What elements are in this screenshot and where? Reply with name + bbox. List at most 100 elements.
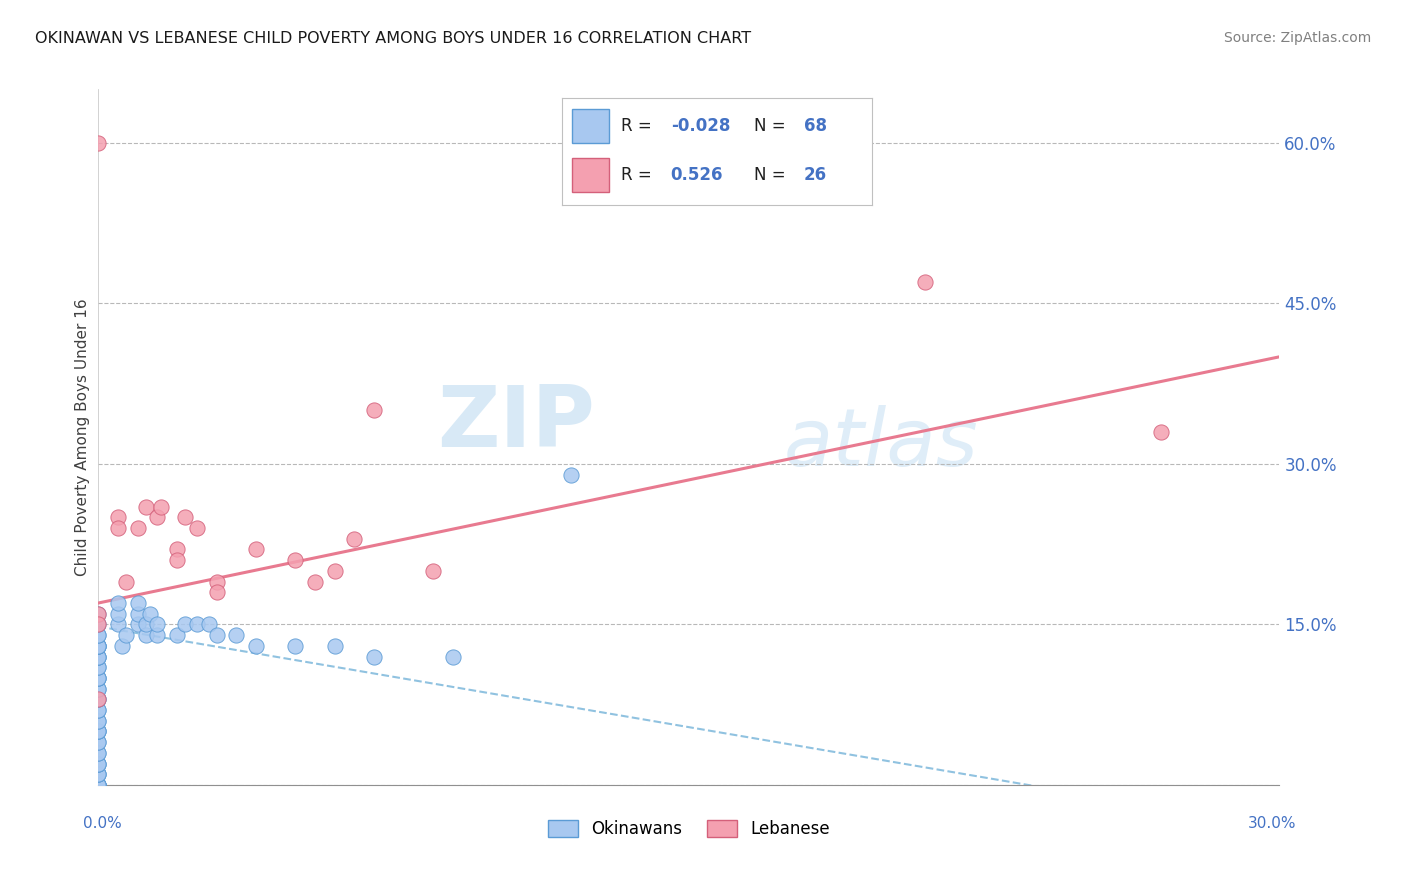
- Point: [363, 403, 385, 417]
- Point: [115, 628, 138, 642]
- Point: [135, 500, 157, 514]
- Text: OKINAWAN VS LEBANESE CHILD POVERTY AMONG BOYS UNDER 16 CORRELATION CHART: OKINAWAN VS LEBANESE CHILD POVERTY AMONG…: [35, 31, 751, 46]
- Point: [111, 639, 134, 653]
- Text: N =: N =: [754, 166, 792, 184]
- Point: [150, 500, 173, 514]
- Point: [87, 735, 110, 749]
- Text: R =: R =: [621, 166, 657, 184]
- Point: [135, 617, 157, 632]
- Point: [166, 542, 188, 557]
- Point: [284, 553, 307, 567]
- Point: [87, 767, 110, 781]
- Point: [87, 649, 110, 664]
- Point: [107, 617, 129, 632]
- Point: [87, 628, 110, 642]
- Point: [166, 628, 188, 642]
- Point: [127, 607, 149, 621]
- Point: [186, 521, 208, 535]
- Point: [87, 714, 110, 728]
- Point: [343, 532, 366, 546]
- Point: [87, 746, 110, 760]
- Point: [174, 510, 197, 524]
- Point: [323, 564, 346, 578]
- Point: [87, 649, 110, 664]
- Point: [87, 767, 110, 781]
- Point: [87, 735, 110, 749]
- Point: [87, 671, 110, 685]
- Point: [87, 692, 110, 706]
- Point: [205, 628, 228, 642]
- Point: [87, 681, 110, 696]
- Point: [197, 617, 219, 632]
- Point: [87, 724, 110, 739]
- Point: [115, 574, 138, 589]
- Text: atlas: atlas: [783, 405, 979, 483]
- Point: [186, 617, 208, 632]
- Point: [87, 639, 110, 653]
- Point: [87, 649, 110, 664]
- Point: [284, 639, 307, 653]
- Point: [87, 671, 110, 685]
- Point: [87, 136, 110, 150]
- Point: [323, 639, 346, 653]
- Point: [87, 778, 110, 792]
- Point: [107, 510, 129, 524]
- Point: [87, 660, 110, 674]
- Point: [166, 553, 188, 567]
- Point: [127, 596, 149, 610]
- Point: [363, 649, 385, 664]
- Text: 0.0%: 0.0%: [83, 816, 122, 831]
- Point: [441, 649, 464, 664]
- Text: 0.526: 0.526: [671, 166, 723, 184]
- Point: [87, 703, 110, 717]
- Point: [205, 574, 228, 589]
- Point: [87, 746, 110, 760]
- Point: [87, 724, 110, 739]
- Point: [87, 617, 110, 632]
- Point: [87, 617, 110, 632]
- Point: [205, 585, 228, 599]
- Point: [87, 671, 110, 685]
- Point: [87, 778, 110, 792]
- Point: [146, 617, 169, 632]
- Point: [107, 596, 129, 610]
- FancyBboxPatch shape: [572, 158, 609, 193]
- Text: R =: R =: [621, 117, 657, 135]
- Text: -0.028: -0.028: [671, 117, 730, 135]
- Text: N =: N =: [754, 117, 792, 135]
- Point: [87, 639, 110, 653]
- Point: [245, 639, 267, 653]
- Y-axis label: Child Poverty Among Boys Under 16: Child Poverty Among Boys Under 16: [75, 298, 90, 576]
- Point: [560, 467, 582, 482]
- Legend: Okinawans, Lebanese: Okinawans, Lebanese: [540, 812, 838, 847]
- Point: [87, 778, 110, 792]
- Point: [87, 692, 110, 706]
- Point: [127, 617, 149, 632]
- Point: [87, 767, 110, 781]
- Point: [87, 756, 110, 771]
- Point: [146, 628, 169, 642]
- Point: [138, 607, 160, 621]
- Point: [87, 607, 110, 621]
- Text: 26: 26: [804, 166, 827, 184]
- Text: 68: 68: [804, 117, 827, 135]
- Point: [87, 724, 110, 739]
- Point: [87, 778, 110, 792]
- Point: [304, 574, 326, 589]
- Point: [87, 639, 110, 653]
- Point: [1150, 425, 1173, 439]
- Point: [225, 628, 247, 642]
- Point: [245, 542, 267, 557]
- Point: [87, 703, 110, 717]
- Point: [87, 681, 110, 696]
- Text: ZIP: ZIP: [437, 382, 595, 465]
- Point: [107, 521, 129, 535]
- Point: [914, 275, 936, 289]
- Point: [422, 564, 444, 578]
- Point: [135, 628, 157, 642]
- Text: 30.0%: 30.0%: [1249, 816, 1296, 831]
- Point: [146, 510, 169, 524]
- Point: [87, 692, 110, 706]
- Point: [87, 714, 110, 728]
- Point: [87, 628, 110, 642]
